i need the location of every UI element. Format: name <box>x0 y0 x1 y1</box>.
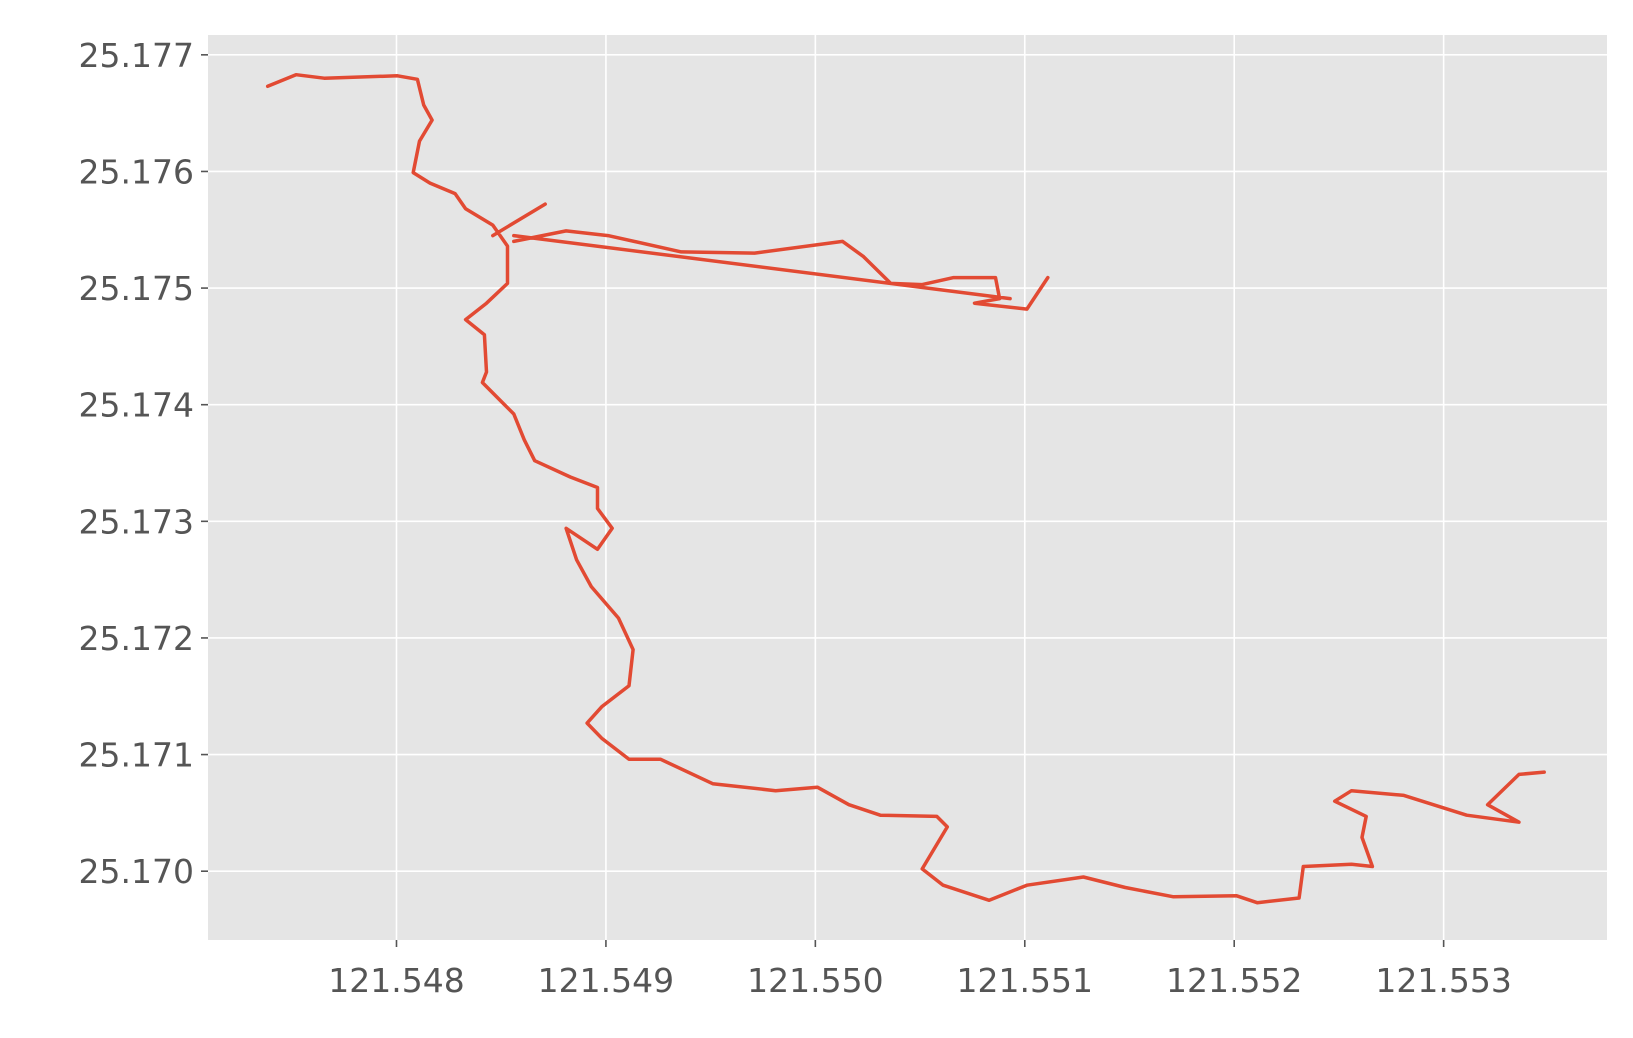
track-line <box>265 72 1546 905</box>
x-tick-label: 121.550 <box>747 961 883 1000</box>
y-tick-label: 25.175 <box>79 269 194 308</box>
y-tick-label: 25.177 <box>79 36 194 75</box>
plot-area <box>208 35 1607 940</box>
y-tick-label: 25.171 <box>79 736 194 775</box>
y-tick-label: 25.172 <box>79 619 194 658</box>
x-tick-label: 121.548 <box>328 961 464 1000</box>
x-tick-label: 121.551 <box>957 961 1093 1000</box>
y-tick-label: 25.170 <box>79 852 194 891</box>
x-tick-label: 121.549 <box>538 961 674 1000</box>
y-tick-label: 25.176 <box>79 152 194 191</box>
y-tick-label: 25.173 <box>79 502 194 541</box>
x-tick-label: 121.552 <box>1166 961 1302 1000</box>
y-tick-label: 25.174 <box>79 386 194 425</box>
x-tick-label: 121.553 <box>1375 961 1511 1000</box>
